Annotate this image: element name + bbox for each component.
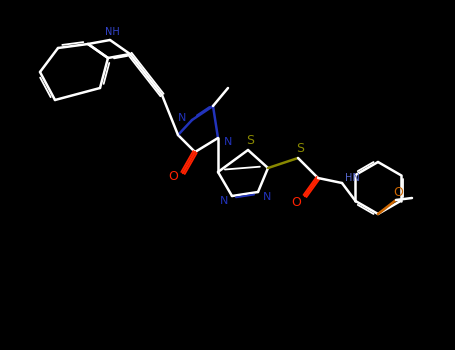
- Text: HN: HN: [344, 173, 359, 183]
- Text: N: N: [224, 137, 232, 147]
- Text: N: N: [220, 196, 228, 206]
- Text: O: O: [393, 186, 403, 198]
- Text: NH: NH: [105, 27, 119, 37]
- Text: O: O: [291, 196, 301, 209]
- Text: N: N: [178, 113, 186, 123]
- Text: S: S: [296, 142, 304, 155]
- Text: N: N: [263, 192, 271, 202]
- Text: O: O: [168, 170, 178, 183]
- Text: S: S: [246, 134, 254, 147]
